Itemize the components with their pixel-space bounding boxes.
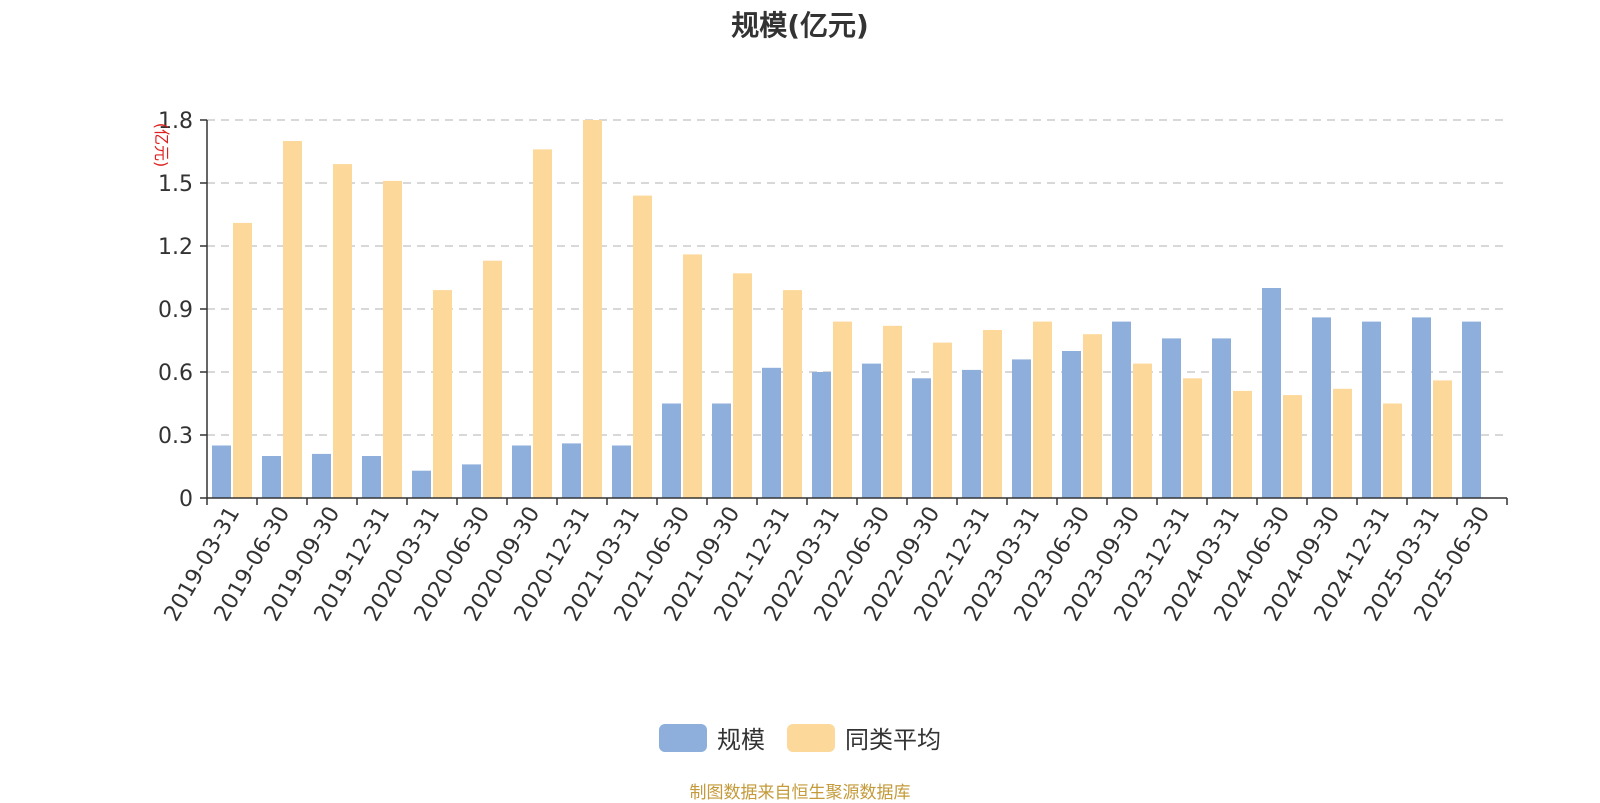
bar-peer-average-2025-03-31 bbox=[1433, 380, 1452, 498]
y-tick-label: 0.9 bbox=[158, 298, 193, 323]
bar-scale-2025-03-31 bbox=[1412, 317, 1431, 498]
legend: 规模 同类平均 bbox=[0, 720, 1600, 755]
bar-peer-average-2023-06-30 bbox=[1083, 334, 1102, 498]
bar-scale-2022-06-30 bbox=[862, 363, 881, 498]
bar-peer-average-2020-12-31 bbox=[583, 120, 602, 498]
legend-label-scale: 规模 bbox=[717, 726, 765, 754]
bar-scale-2024-06-30 bbox=[1262, 288, 1281, 498]
bar-scale-2019-12-31 bbox=[362, 456, 381, 498]
bar-peer-average-2023-12-31 bbox=[1183, 378, 1202, 498]
bar-peer-average-2023-03-31 bbox=[1033, 321, 1052, 498]
y-tick-label: 0 bbox=[179, 487, 193, 512]
bar-scale-2021-06-30 bbox=[662, 403, 681, 498]
bar-scale-2024-09-30 bbox=[1312, 317, 1331, 498]
legend-item-peer-average[interactable]: 同类平均 bbox=[787, 720, 941, 755]
bar-peer-average-2019-09-30 bbox=[333, 164, 352, 498]
bar-peer-average-2023-09-30 bbox=[1133, 363, 1152, 498]
legend-item-scale[interactable]: 规模 bbox=[659, 720, 765, 755]
bar-peer-average-2021-09-30 bbox=[733, 273, 752, 498]
bar-scale-2023-03-31 bbox=[1012, 359, 1031, 498]
bar-scale-2023-06-30 bbox=[1062, 351, 1081, 498]
bar-peer-average-2020-06-30 bbox=[483, 260, 502, 498]
bar-peer-average-2020-03-31 bbox=[433, 290, 452, 498]
bar-scale-2022-12-31 bbox=[962, 369, 981, 498]
bar-peer-average-2020-09-30 bbox=[533, 149, 552, 498]
bar-peer-average-2021-03-31 bbox=[633, 195, 652, 498]
bar-peer-average-2022-09-30 bbox=[933, 342, 952, 498]
bar-peer-average-2022-03-31 bbox=[833, 321, 852, 498]
legend-label-peer-average: 同类平均 bbox=[845, 726, 941, 754]
bar-scale-2019-06-30 bbox=[262, 456, 281, 498]
bar-scale-2020-12-31 bbox=[562, 443, 581, 498]
bar-scale-2023-12-31 bbox=[1162, 338, 1181, 498]
bar-peer-average-2021-06-30 bbox=[683, 254, 702, 498]
bar-scale-2024-12-31 bbox=[1362, 321, 1381, 498]
bar-scale-2023-09-30 bbox=[1112, 321, 1131, 498]
legend-swatch-peer-average bbox=[787, 723, 835, 752]
bar-scale-2019-09-30 bbox=[312, 453, 331, 498]
bar-scale-2019-03-31 bbox=[212, 445, 231, 498]
source-note: 制图数据来自恒生聚源数据库 bbox=[689, 783, 911, 803]
bar-peer-average-2019-06-30 bbox=[283, 141, 302, 498]
bar-peer-average-2019-12-31 bbox=[383, 180, 402, 498]
bar-scale-2020-06-30 bbox=[462, 464, 481, 498]
bar-peer-average-2022-12-31 bbox=[983, 330, 1002, 498]
bar-scale-2021-03-31 bbox=[612, 445, 631, 498]
bar-peer-average-2024-06-30 bbox=[1283, 395, 1302, 498]
chart-title: 规模(亿元) bbox=[731, 9, 869, 42]
y-tick-label: 1.2 bbox=[158, 235, 193, 260]
y-tick-label: 0.6 bbox=[158, 361, 193, 386]
bar-peer-average-2024-03-31 bbox=[1233, 390, 1252, 498]
bar-scale-2024-03-31 bbox=[1212, 338, 1231, 498]
bar-peer-average-2021-12-31 bbox=[783, 290, 802, 498]
bar-peer-average-2022-06-30 bbox=[883, 325, 902, 498]
bar-peer-average-2019-03-31 bbox=[233, 222, 252, 498]
y-tick-label: 1.5 bbox=[158, 172, 193, 197]
bar-scale-2020-03-31 bbox=[412, 470, 431, 498]
bar-scale-2021-09-30 bbox=[712, 403, 731, 498]
y-axis-label: (亿元) bbox=[152, 123, 171, 168]
bar-scale-2020-09-30 bbox=[512, 445, 531, 498]
bar-scale-2022-09-30 bbox=[912, 378, 931, 498]
y-tick-label: 0.3 bbox=[158, 424, 193, 449]
bar-peer-average-2024-09-30 bbox=[1333, 388, 1352, 498]
bar-scale-2021-12-31 bbox=[762, 367, 781, 498]
y-tick-label: 1.8 bbox=[158, 109, 193, 134]
bar-scale-2025-06-30 bbox=[1462, 321, 1481, 498]
bar-peer-average-2024-12-31 bbox=[1383, 403, 1402, 498]
legend-swatch-scale bbox=[659, 723, 707, 752]
bar-scale-2022-03-31 bbox=[812, 372, 831, 498]
